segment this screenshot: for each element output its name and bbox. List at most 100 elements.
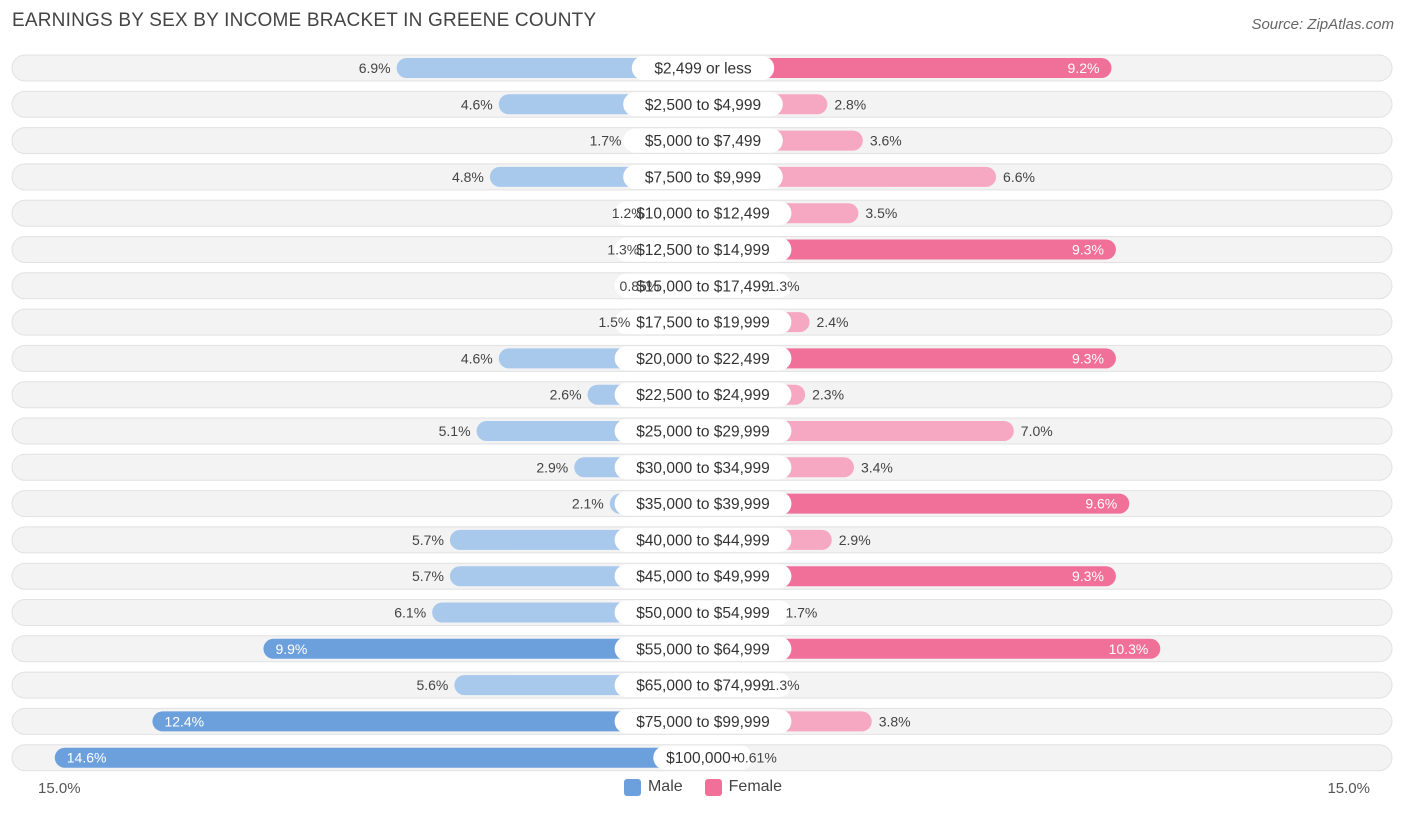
value-label-female: 3.8%: [879, 713, 911, 729]
category-label: $35,000 to $39,999: [636, 496, 770, 513]
category-label: $2,500 to $4,999: [645, 97, 761, 114]
bar-male: [152, 711, 713, 732]
category-label: $10,000 to $12,499: [636, 206, 770, 223]
value-label-female: 3.4%: [861, 459, 893, 475]
legend-item-male[interactable]: Male: [623, 778, 683, 796]
legend-swatch-female: [704, 778, 722, 796]
value-label-female: 0.61%: [737, 750, 777, 766]
value-label-male: 4.6%: [461, 96, 493, 112]
value-label-male: 1.3%: [607, 242, 639, 258]
chart-title: EARNINGS BY SEX BY INCOME BRACKET IN GRE…: [12, 10, 597, 31]
legend-label-female: Female: [728, 778, 783, 795]
category-pill: [614, 419, 792, 443]
value-label-female: 1.3%: [768, 278, 800, 294]
category-pill: [653, 745, 753, 770]
category-pill: [614, 201, 792, 226]
category-pill: [623, 164, 783, 189]
value-label-female: 9.3%: [1072, 242, 1104, 258]
value-label-male: 1.2%: [612, 205, 644, 221]
category-label: $2,499 or less: [654, 61, 752, 78]
value-label-male: 6.9%: [359, 60, 391, 76]
value-label-male: 2.1%: [572, 496, 604, 512]
category-label: $20,000 to $22,499: [636, 351, 770, 368]
legend-item-female[interactable]: Female: [704, 778, 783, 796]
value-label-male: 6.1%: [394, 605, 426, 621]
category-pill: [614, 491, 792, 516]
value-label-male: 1.7%: [590, 133, 622, 149]
value-label-female: 10.3%: [1109, 641, 1149, 657]
category-label: $50,000 to $54,999: [636, 605, 770, 622]
bar-male: [54, 747, 713, 768]
chart-source: Source: ZipAtlas.com: [1251, 16, 1394, 33]
value-label-female: 2.9%: [839, 532, 871, 548]
category-label: $15,000 to $17,499: [636, 278, 770, 295]
category-label: $65,000 to $74,999: [636, 678, 770, 695]
category-label: $5,000 to $7,499: [645, 133, 761, 150]
value-label-male: 4.6%: [461, 350, 493, 366]
category-pill: [614, 564, 792, 589]
value-label-female: 1.7%: [785, 605, 817, 621]
value-label-male: 12.4%: [164, 713, 204, 729]
axis-label-left: 15.0%: [38, 780, 81, 797]
value-label-male: 0.85%: [620, 278, 660, 294]
bar-female: [693, 239, 1116, 260]
category-label: $17,500 to $19,999: [636, 315, 770, 332]
value-label-female: 2.4%: [817, 314, 849, 330]
axis-label-right: 15.0%: [1327, 780, 1370, 797]
value-label-male: 5.7%: [412, 532, 444, 548]
value-label-female: 1.3%: [768, 677, 800, 693]
category-label: $7,500 to $9,999: [645, 169, 761, 186]
bar-female: [693, 58, 1112, 78]
category-pill: [614, 600, 792, 625]
category-label: $12,500 to $14,999: [636, 242, 770, 259]
value-label-female: 6.6%: [1003, 169, 1035, 185]
category-pill: [614, 310, 792, 335]
value-label-female: 9.3%: [1072, 568, 1104, 584]
bar-female: [693, 638, 1161, 659]
value-label-male: 1.5%: [598, 314, 630, 330]
category-pill: [623, 128, 783, 153]
value-label-female: 9.6%: [1085, 496, 1117, 512]
category-pill: [614, 673, 792, 698]
category-pill: [631, 56, 775, 80]
category-label: $75,000 to $99,999: [636, 714, 770, 731]
bar-male: [263, 638, 713, 659]
value-label-female: 9.2%: [1068, 60, 1100, 76]
bar-female: [693, 493, 1130, 514]
category-pill: [623, 92, 783, 117]
category-label: $55,000 to $64,999: [636, 641, 770, 658]
category-label: $40,000 to $44,999: [636, 532, 770, 549]
value-label-female: 3.6%: [870, 133, 902, 149]
category-label: $22,500 to $24,999: [636, 387, 770, 404]
category-label: $100,000+: [666, 750, 740, 767]
category-pill: [614, 382, 792, 407]
legend-swatch-male: [623, 778, 641, 796]
category-pill: [614, 273, 792, 298]
value-label-male: 9.9%: [275, 641, 307, 657]
value-label-female: 2.8%: [834, 96, 866, 112]
category-pill: [614, 346, 792, 371]
value-label-female: 2.3%: [812, 387, 844, 403]
category-label: $25,000 to $29,999: [636, 424, 770, 441]
category-pill: [614, 709, 792, 734]
value-label-male: 2.6%: [550, 387, 582, 403]
value-label-male: 5.7%: [412, 568, 444, 584]
value-label-female: 3.5%: [865, 205, 897, 221]
bar-female: [693, 566, 1116, 587]
value-label-male: 5.1%: [439, 423, 471, 439]
bar-female: [693, 348, 1116, 369]
chart-legend: Male Female: [0, 778, 1406, 796]
chart-plot: $2,499 or less 6.9% 9.2% $2,500 to $4,999 4.…: [11, 54, 1393, 772]
value-label-male: 2.9%: [536, 459, 568, 475]
value-label-male: 14.6%: [67, 750, 107, 766]
category-label: $45,000 to $49,999: [636, 569, 770, 586]
legend-label-male: Male: [647, 778, 683, 795]
category-pill: [614, 636, 792, 661]
value-label-male: 4.8%: [452, 169, 484, 185]
value-label-female: 7.0%: [1021, 423, 1053, 439]
category-pill: [614, 237, 792, 262]
category-pill: [614, 527, 792, 552]
category-label: $30,000 to $34,999: [636, 460, 770, 477]
value-label-male: 5.6%: [416, 677, 448, 693]
category-pill: [614, 455, 792, 480]
